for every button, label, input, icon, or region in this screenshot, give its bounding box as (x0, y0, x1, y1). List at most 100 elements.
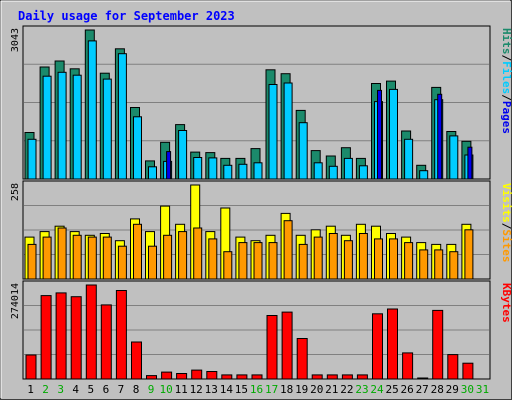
day-label-11: 11 (175, 383, 188, 396)
bar-files-day-25 (389, 88, 398, 180)
bar-files-day-26 (404, 138, 414, 180)
bar-files-day-3 (57, 71, 67, 180)
bar-pages-day-30 (467, 146, 473, 180)
day-label-18: 18 (280, 383, 293, 396)
bar-files-day-21 (328, 165, 338, 180)
day-label-10: 10 (159, 383, 172, 396)
bar-pages-day-10 (166, 151, 172, 180)
bar-kbytes-day-28 (432, 309, 444, 380)
bar-files-day-1 (27, 138, 37, 180)
day-label-30: 30 (461, 383, 474, 396)
bar-kbytes-day-24 (372, 313, 383, 380)
bar-sites-day-5 (87, 236, 97, 280)
bar-kbytes-day-17 (266, 315, 278, 380)
bar-files-day-15 (238, 163, 248, 180)
bar-kbytes-day-11 (176, 373, 188, 380)
day-label-1: 1 (27, 383, 34, 396)
bar-files-day-18 (283, 82, 293, 180)
bar-sites-day-4 (72, 234, 82, 280)
day-label-8: 8 (133, 383, 140, 396)
bar-files-day-14 (223, 164, 233, 180)
day-label-3: 3 (57, 383, 64, 396)
legend-separator: / (500, 223, 512, 230)
bar-kbytes-day-25 (387, 308, 398, 380)
legend-pages: Pages (500, 101, 512, 134)
bar-sites-day-10 (163, 234, 173, 280)
bar-kbytes-day-3 (55, 292, 67, 380)
bar-sites-day-15 (238, 242, 248, 280)
bar-kbytes-day-14 (221, 374, 233, 380)
panel-visits_sites: 258 (10, 180, 491, 280)
bar-kbytes-day-20 (311, 374, 323, 380)
bar-kbytes-day-15 (236, 374, 248, 380)
bar-files-day-23 (358, 165, 368, 180)
bar-sites-day-17 (268, 242, 278, 280)
bar-kbytes-day-22 (341, 374, 353, 380)
bar-files-day-22 (343, 157, 353, 180)
panel-hits_files_pages: 3043 (10, 25, 491, 180)
bar-files-day-11 (178, 130, 188, 180)
day-label-22: 22 (340, 383, 353, 396)
day-label-24: 24 (370, 383, 384, 396)
bar-kbytes-day-2 (40, 295, 52, 380)
day-label-20: 20 (310, 383, 323, 396)
legend-separator: / (500, 94, 512, 101)
bar-sites-day-30 (464, 229, 474, 280)
bar-files-day-29 (449, 135, 459, 180)
chart-title: Daily usage for September 2023 (18, 9, 235, 23)
bar-kbytes-day-13 (206, 371, 218, 380)
day-label-7: 7 (118, 383, 125, 396)
max-label: 274014 (10, 283, 21, 319)
bar-kbytes-day-16 (251, 374, 263, 380)
bar-kbytes-day-21 (326, 374, 338, 380)
bar-files-day-5 (87, 40, 97, 180)
bar-kbytes-day-29 (447, 354, 459, 380)
bar-kbytes-day-30 (462, 362, 474, 380)
day-label-12: 12 (190, 383, 203, 396)
bar-sites-day-14 (223, 251, 233, 280)
day-label-16: 16 (250, 383, 263, 396)
bar-sites-day-9 (148, 245, 157, 280)
bar-sites-day-2 (42, 236, 52, 280)
day-label-21: 21 (325, 383, 338, 396)
bar-kbytes-day-27 (417, 377, 429, 380)
bar-files-day-6 (102, 78, 112, 180)
bar-files-day-19 (298, 122, 308, 180)
bar-sites-day-11 (178, 231, 188, 280)
day-label-15: 15 (235, 383, 248, 396)
bar-sites-day-26 (404, 242, 414, 280)
bar-files-day-13 (208, 157, 218, 180)
legend-hits: Hits (500, 28, 512, 55)
day-label-19: 19 (295, 383, 308, 396)
day-axis: 1 2 3 4 5 6 7 8 9 10 11 12 13 14 15 16 17 18 19 20 21 22 23 24 2… (27, 383, 489, 396)
day-label-25: 25 (385, 383, 398, 396)
bar-kbytes-day-18 (281, 311, 293, 380)
legend-visits_sites: Visits/Sites (500, 183, 512, 263)
legend-separator: / (500, 55, 512, 62)
chart-panels: 3043 258 274014 (10, 25, 491, 380)
day-label-2: 2 (42, 383, 49, 396)
bar-pages-day-24 (377, 89, 382, 180)
bar-sites-day-28 (434, 249, 444, 280)
max-label: 3043 (10, 28, 21, 52)
bar-kbytes-day-8 (131, 341, 142, 380)
day-label-31: 31 (476, 383, 489, 396)
bar-files-day-16 (253, 162, 263, 180)
day-label-29: 29 (446, 383, 459, 396)
bar-kbytes-day-12 (191, 369, 203, 380)
day-label-17: 17 (265, 383, 278, 396)
day-label-9: 9 (148, 383, 155, 396)
bar-files-day-7 (117, 53, 127, 180)
bar-files-day-9 (148, 166, 157, 180)
bar-sites-day-6 (102, 236, 112, 280)
bar-kbytes-day-9 (146, 375, 157, 380)
bar-kbytes-day-19 (296, 338, 308, 380)
bar-files-day-4 (72, 74, 82, 180)
day-label-6: 6 (103, 383, 110, 396)
bar-sites-day-18 (283, 220, 293, 280)
legend-kbytes: KBytes (500, 283, 512, 323)
bar-pages-day-28 (437, 93, 443, 180)
bar-sites-day-19 (298, 243, 308, 280)
day-label-13: 13 (205, 383, 218, 396)
panel-kbytes: 274014 (10, 280, 491, 380)
